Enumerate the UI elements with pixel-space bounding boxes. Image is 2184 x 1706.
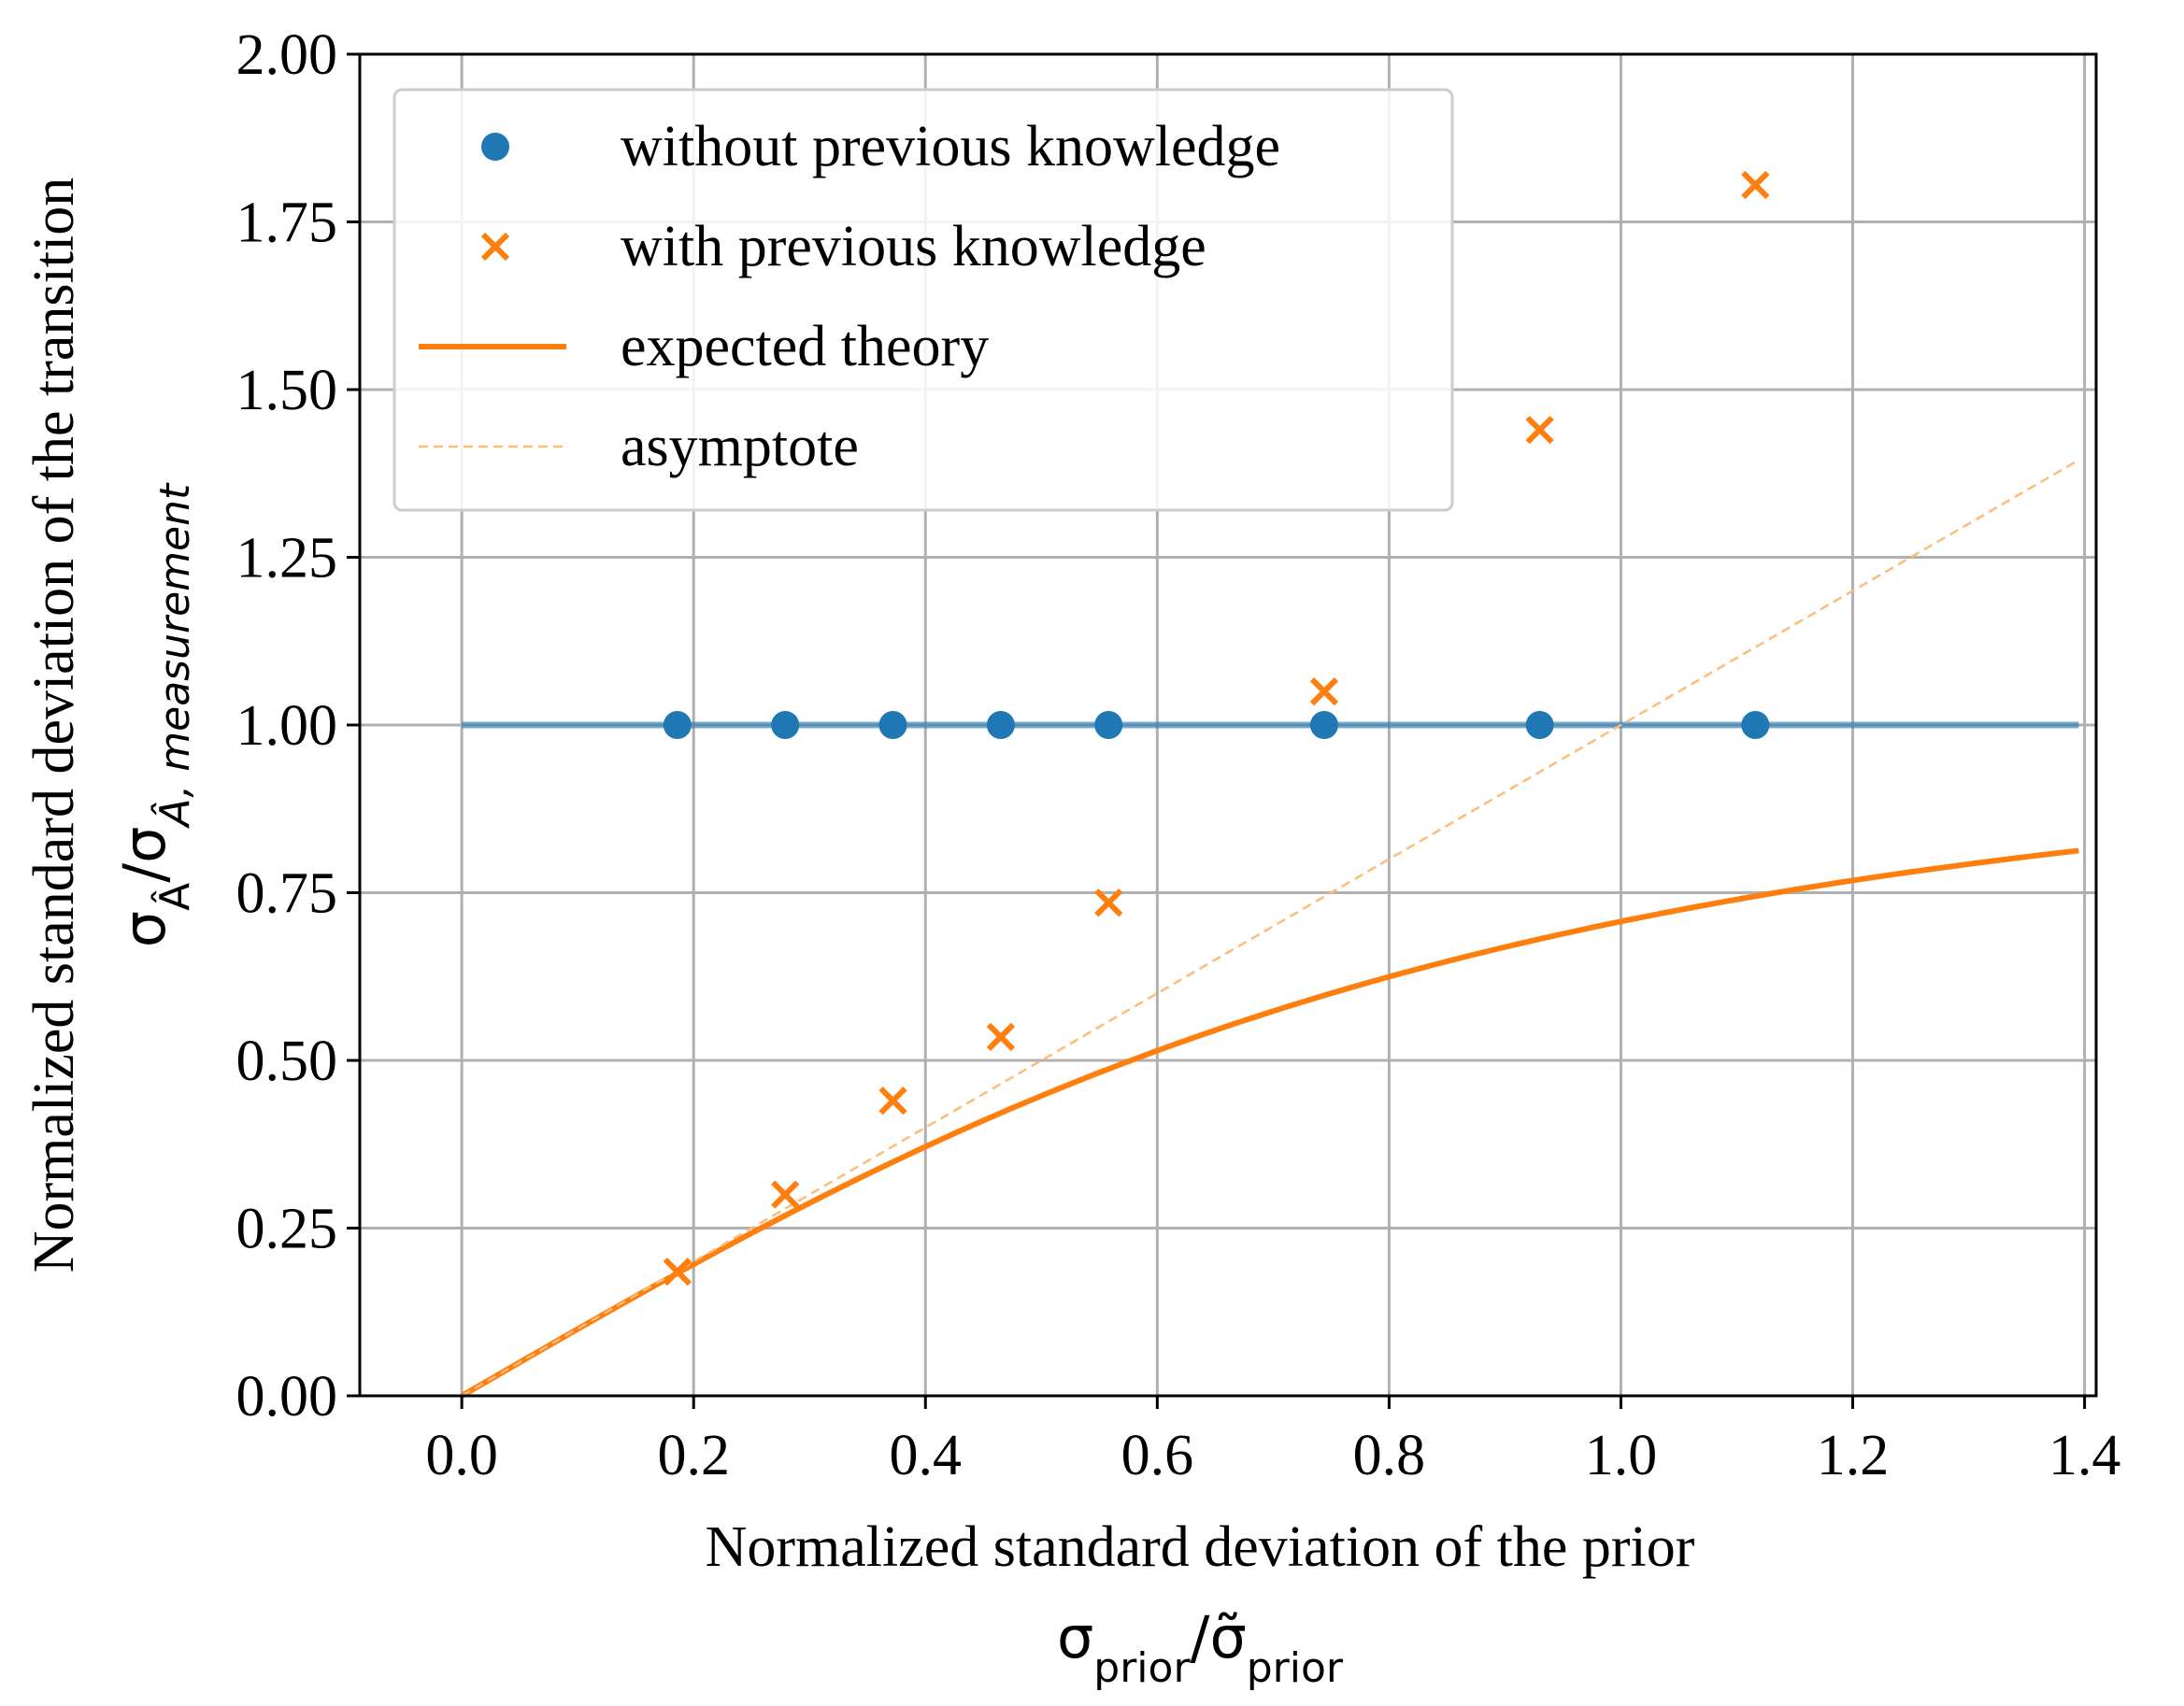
point-without-knowledge	[771, 711, 800, 739]
legend: without previous knowledge with previous …	[393, 88, 1454, 512]
axis-ticks: 0.0 0.2 0.4 0.6 0.8 1.0 1.2 1.4 0.00 0.25 0.50 0.75…	[236, 23, 2121, 1487]
y-axis-math-label: σÂ/σÂ, measurement	[110, 482, 199, 947]
point-with-knowledge	[986, 1022, 1016, 1051]
x-tick-label: 1.2	[1817, 1424, 1890, 1487]
point-without-knowledge	[1309, 711, 1338, 739]
point-with-knowledge	[878, 1086, 907, 1116]
legend-marker-circle	[481, 133, 509, 161]
x-tick-label: 0.4	[890, 1424, 963, 1487]
point-with-knowledge	[1309, 676, 1339, 706]
curves	[460, 459, 2080, 1399]
point-without-knowledge	[878, 711, 907, 739]
y-tick-label: 0.75	[236, 862, 338, 926]
point-with-knowledge	[771, 1180, 800, 1209]
point-without-knowledge	[663, 711, 692, 739]
y-tick-label: 0.25	[236, 1198, 338, 1261]
x-axis-label: Normalized standard deviation of the pri…	[706, 1515, 1695, 1579]
point-with-knowledge	[1094, 889, 1123, 917]
theory-curve	[460, 847, 2079, 1399]
legend-entry-label: with previous knowledge	[621, 215, 1206, 278]
point-without-knowledge	[1094, 711, 1123, 739]
y-tick-label: 0.00	[236, 1365, 338, 1429]
point-without-knowledge	[1525, 711, 1554, 739]
point-without-knowledge	[1741, 711, 1770, 739]
legend-entry-label: expected theory	[621, 315, 989, 378]
x-axis-math-label: σprior/σ̃prior	[1057, 1603, 1344, 1692]
legend-box	[393, 88, 1454, 512]
point-with-knowledge	[663, 1258, 692, 1287]
y-axis-label: Normalized standard deviation of the tra…	[22, 178, 86, 1273]
legend-entry-label: asymptote	[621, 415, 859, 478]
y-tick-label: 1.25	[236, 527, 338, 590]
x-tick-label: 1.0	[1585, 1424, 1658, 1487]
x-tick-label: 0.2	[657, 1424, 730, 1487]
y-tick-label: 1.50	[236, 359, 338, 422]
y-tick-label: 2.00	[236, 23, 338, 87]
x-tick-label: 0.6	[1121, 1424, 1194, 1487]
y-axis-label-group: Normalized standard deviation of the tra…	[22, 178, 199, 1273]
legend-marker-x	[480, 232, 510, 262]
x-tick-label: 0.8	[1353, 1424, 1426, 1487]
y-tick-label: 0.50	[236, 1030, 338, 1093]
data-points	[663, 170, 1770, 1287]
point-with-knowledge	[1525, 415, 1554, 445]
x-tick-label: 1.4	[2048, 1424, 2121, 1487]
point-without-knowledge	[986, 711, 1015, 739]
point-with-knowledge	[1741, 170, 1770, 200]
x-tick-label: 0.0	[425, 1424, 498, 1487]
y-tick-label: 1.75	[236, 192, 338, 255]
y-tick-label: 1.00	[236, 694, 338, 758]
legend-entry-label: without previous knowledge	[621, 115, 1280, 178]
asymptote-line	[461, 459, 2080, 1398]
